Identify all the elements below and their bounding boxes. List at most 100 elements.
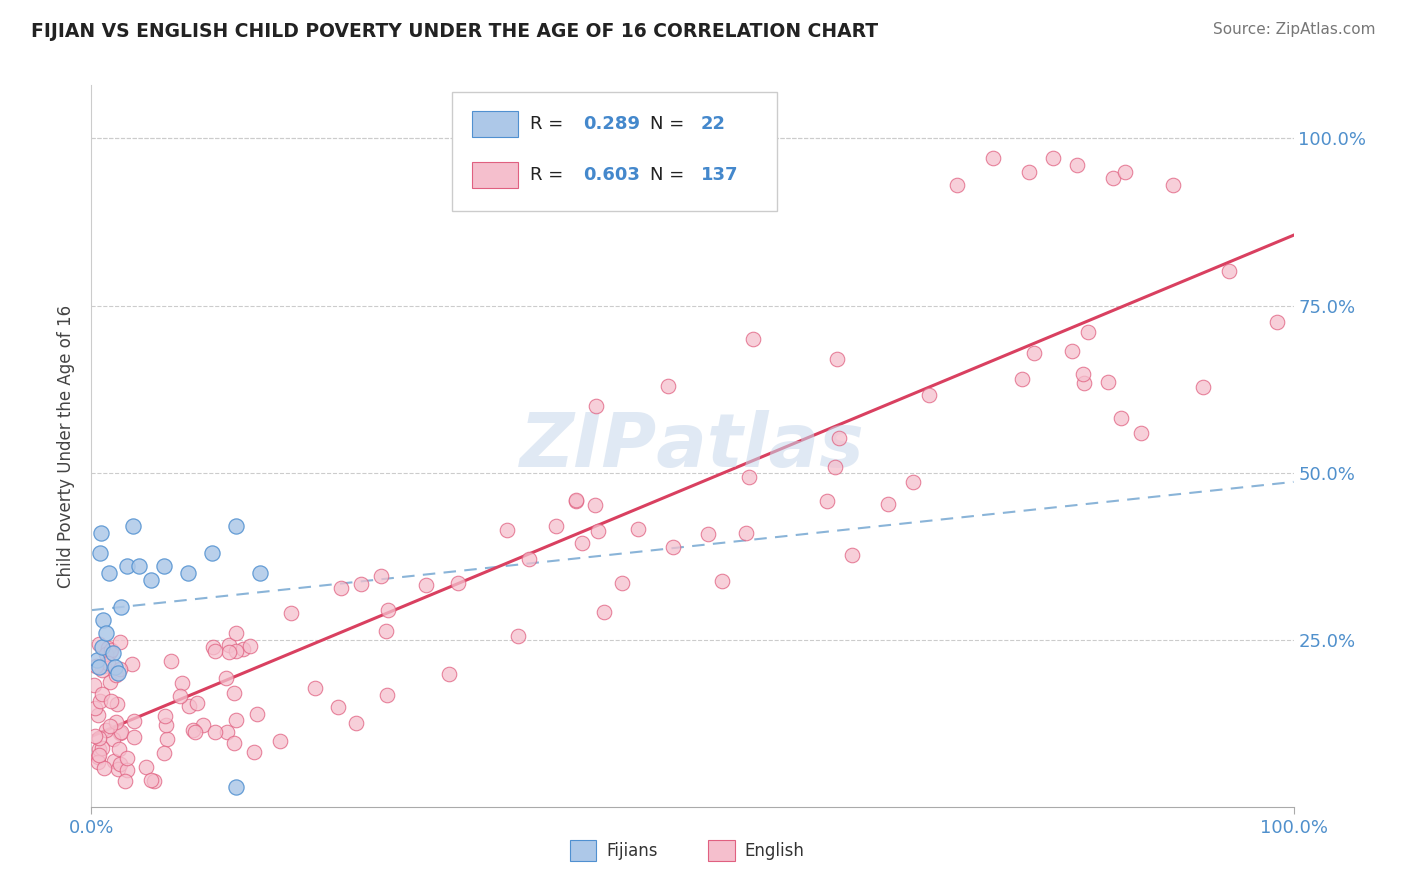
Point [108,756,131,771]
Point [84,700,107,714]
Point [121,657,143,671]
Point [122,714,145,728]
Point [153,746,176,760]
Point [84,659,107,673]
Point [269,734,291,748]
FancyBboxPatch shape [569,840,596,861]
Text: Fijians: Fijians [606,842,658,860]
Text: 0.289: 0.289 [583,115,640,134]
Point [110,599,132,614]
Point [697,527,720,541]
Point [135,760,157,774]
Point [225,780,247,795]
Point [738,470,761,484]
Point [1130,425,1153,440]
Text: N =: N = [651,166,690,184]
Point [610,576,633,591]
Point [87,742,110,756]
Point [108,726,131,740]
Point [87,660,110,674]
Point [98,719,121,733]
Point [571,536,593,550]
Point [94,647,117,661]
Point [585,399,607,413]
Point [232,641,254,656]
Y-axis label: Child Poverty Under the Age of 16: Child Poverty Under the Age of 16 [58,304,76,588]
Point [225,644,247,658]
Point [103,732,125,747]
Point [84,729,107,743]
Point [122,519,145,533]
Point [90,687,112,701]
Point [100,643,122,657]
Point [204,725,226,739]
Point [1114,165,1136,179]
Point [981,152,1004,166]
Point [564,493,586,508]
Point [447,575,470,590]
Point [108,742,131,756]
Text: 22: 22 [700,115,725,134]
Point [184,725,207,739]
Point [114,774,136,789]
Point [110,634,132,648]
Point [377,603,399,617]
Point [249,566,271,581]
Text: Source: ZipAtlas.com: Source: ZipAtlas.com [1212,22,1375,37]
Point [506,629,529,643]
Point [186,696,208,710]
Point [815,494,838,508]
Point [1011,372,1033,386]
Point [110,662,132,676]
Point [172,676,194,690]
Point [201,640,224,654]
Point [98,675,121,690]
Point [1073,376,1095,390]
Point [1102,171,1125,186]
Point [93,613,115,627]
Point [239,639,262,653]
Point [1018,165,1040,179]
FancyBboxPatch shape [472,112,519,137]
Point [153,709,176,723]
Point [89,693,111,707]
Point [627,522,650,536]
Point [96,723,118,738]
Point [1161,178,1184,193]
Point [218,638,240,652]
Point [104,714,127,729]
Text: FIJIAN VS ENGLISH CHILD POVERTY UNDER THE AGE OF 16 CORRELATION CHART: FIJIAN VS ENGLISH CHILD POVERTY UNDER TH… [31,22,879,41]
Point [107,762,129,776]
Point [97,656,120,670]
Point [825,352,848,367]
Point [128,559,150,574]
Point [657,379,679,393]
Point [565,492,588,507]
Point [437,666,460,681]
Point [176,566,198,581]
Point [107,666,129,681]
Point [350,577,373,591]
Point [122,730,145,744]
Point [222,685,245,699]
Point [841,548,863,562]
Point [517,552,540,566]
Point [711,574,734,588]
Point [225,713,247,727]
Point [824,460,846,475]
Point [918,388,941,402]
Point [86,653,108,667]
Point [204,644,226,658]
Point [1097,376,1119,390]
Point [94,626,117,640]
Point [1109,411,1132,425]
Point [90,740,112,755]
Point [117,559,139,574]
Point [1042,152,1064,166]
Point [117,751,139,765]
Point [115,764,138,778]
Point [93,761,115,775]
Point [1265,315,1288,329]
Point [280,606,302,620]
Point [181,723,204,738]
